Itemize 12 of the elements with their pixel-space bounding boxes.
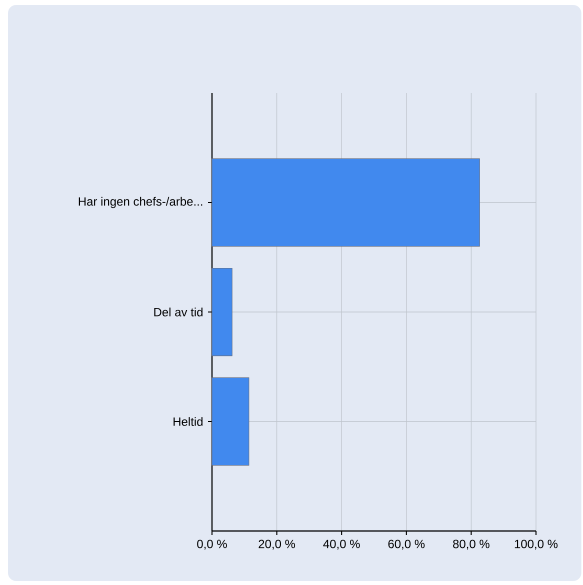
y-tick-label: Har ingen chefs-/arbe... xyxy=(78,196,202,208)
bar xyxy=(212,377,250,466)
x-tick-label: 20,0 % xyxy=(258,540,296,550)
bar xyxy=(212,158,480,247)
x-tick-label: 80,0 % xyxy=(453,540,490,550)
x-tick-label: 100,0 % xyxy=(514,540,558,550)
y-tick-label: Heltid xyxy=(174,417,203,426)
bar xyxy=(212,268,232,356)
x-tick-label: 60,0 % xyxy=(388,540,425,550)
y-tick-label: Del av tid xyxy=(154,308,202,316)
x-tick-label: 40,0 % xyxy=(323,540,360,550)
x-tick-label: 0,0 % xyxy=(197,540,227,550)
